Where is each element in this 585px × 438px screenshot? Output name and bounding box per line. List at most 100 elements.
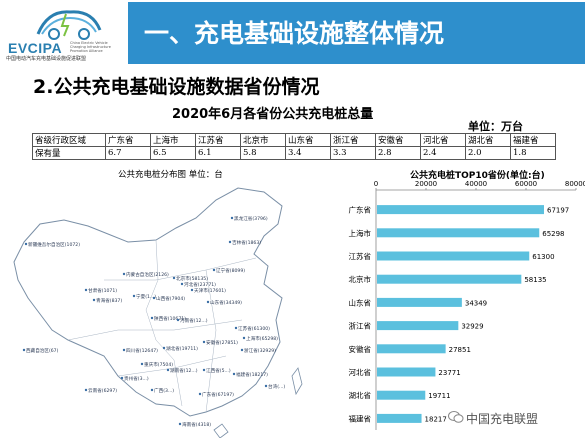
- map-marker: [190, 288, 194, 292]
- bar: [377, 413, 422, 423]
- table-unit: 单位：万台: [468, 120, 523, 133]
- y-tick-label: 广东省: [349, 205, 372, 215]
- table-header-label: 省级行政区域: [32, 133, 106, 147]
- data-label: 67197: [547, 207, 569, 215]
- watermark-text: 中国充电联盟: [466, 412, 539, 426]
- map-marker: [122, 272, 126, 276]
- y-tick-label: 北京市: [349, 274, 372, 284]
- table-cell: 2.0: [465, 146, 511, 160]
- evcipa-logo-icon: [36, 10, 102, 40]
- map-marker: [240, 348, 244, 352]
- x-tick-label: 40000: [465, 180, 487, 188]
- data-label: 19711: [428, 392, 450, 400]
- map-marker: [122, 348, 126, 352]
- bar: [377, 344, 446, 354]
- logo-subtitle: 中国电动汽车充电基础设施促进联盟: [6, 56, 87, 62]
- table-cell: 5.8: [240, 146, 286, 160]
- x-tick-label: 20000: [415, 180, 437, 188]
- map-label: 黑龙江省(3796): [234, 215, 268, 222]
- map-marker: [242, 336, 246, 340]
- map-marker: [24, 242, 28, 246]
- table-title: 2020年6月各省份公共充电桩总量: [172, 107, 374, 122]
- china-map: 黑龙江省(3796) 吉林省(1863) 内蒙古自治区(2126) 辽宁省(8099)…: [13, 187, 303, 438]
- map-labels: 黑龙江省(3796) 吉林省(1863) 内蒙古自治区(2126) 辽宁省(8099)…: [22, 215, 285, 428]
- table-header-row: 省级行政区域 广东省 上海市 江苏省 北京市 山东省 浙江省 安徽省 河北省 湖…: [32, 133, 556, 147]
- data-label: 18217: [425, 415, 447, 423]
- map-title: 公共充电桩分布图 单位：台: [118, 170, 223, 180]
- map-marker: [264, 384, 268, 388]
- map-label: 吉林省(1863): [232, 239, 261, 246]
- map-label: 青海省(837): [96, 297, 122, 304]
- title-bar: [128, 2, 585, 64]
- map-label: 天津市(17601): [194, 287, 226, 294]
- table-cell: 2.8: [375, 146, 421, 160]
- y-tick-label: 山东省: [349, 297, 372, 307]
- map-label: 甘肃省(1071): [88, 287, 117, 294]
- map-marker: [230, 216, 234, 220]
- map-marker: [84, 388, 88, 392]
- data-label: 58135: [524, 276, 546, 284]
- data-label: 34349: [465, 299, 487, 307]
- table-cell: 北京市: [240, 133, 286, 147]
- x-tick-label: 0: [374, 180, 378, 188]
- map-marker: [176, 318, 180, 322]
- bar: [377, 321, 459, 331]
- map-marker: [120, 376, 124, 380]
- bar: [377, 274, 522, 284]
- map-label: 内蒙古自治区(2126): [126, 271, 169, 278]
- table-cell: 1.8: [510, 146, 556, 160]
- x-tick-label: 60000: [515, 180, 537, 188]
- map-label: 贵州省(3...): [124, 375, 149, 382]
- map-marker: [132, 294, 136, 298]
- map-marker: [198, 392, 202, 396]
- table-cell: 上海市: [150, 133, 196, 147]
- header: EVCIPA China Electric Vehicle Charging I…: [0, 0, 585, 64]
- y-tick-label: 河北省: [349, 367, 372, 377]
- table-cell: 广东省: [105, 133, 151, 147]
- data-label: 32929: [461, 323, 483, 331]
- map-label: 辽宁省(8099): [216, 267, 245, 274]
- wechat-icon: [448, 411, 464, 423]
- map-marker: [228, 240, 232, 244]
- page-title: 一、充电基础设施整体情况: [144, 19, 445, 48]
- china-outline: [13, 187, 283, 417]
- map-marker: [140, 362, 144, 366]
- map-marker: [180, 282, 184, 286]
- top10-bar-chart: 0 20000 40000 60000 80000 广东省 67197 上海市 65298 江苏省…: [349, 180, 585, 430]
- table-cell: 山东省: [285, 133, 331, 147]
- logo-text: EVCIPA: [8, 40, 63, 56]
- data-label: 23771: [438, 369, 460, 377]
- table-cell: 河北省: [420, 133, 466, 147]
- province-table: 省级行政区域 广东省 上海市 江苏省 北京市 山东省 浙江省 安徽省 河北省 湖…: [32, 133, 556, 160]
- map-label: 湖南省(12...): [170, 367, 198, 374]
- map-marker: [232, 372, 236, 376]
- map-marker: [178, 422, 182, 426]
- table-cell: 6.1: [195, 146, 241, 160]
- map-marker: [202, 368, 206, 372]
- map-label: 湖北省(19711): [166, 345, 198, 352]
- map-label: 江西省(5...): [206, 367, 231, 374]
- map-label: 广西(3...): [154, 387, 174, 394]
- bar: [377, 251, 530, 261]
- map-label: 北京市(58135): [176, 275, 208, 282]
- bar: [377, 367, 436, 377]
- map-label: 云南省(6297): [88, 387, 117, 394]
- map-label: 宁夏(1...): [136, 293, 156, 300]
- map-marker: [212, 268, 216, 272]
- y-tick-label: 福建省: [349, 413, 372, 423]
- map-label: 广东省(67197): [202, 391, 234, 398]
- chart-title: 公共充电桩TOP10省份(单位:台): [410, 171, 545, 181]
- map-label: 四川省(12647): [126, 347, 158, 354]
- y-tick-label: 江苏省: [349, 251, 372, 261]
- y-tick-label: 浙江省: [349, 321, 372, 331]
- table-cell: 3.4: [285, 146, 331, 160]
- map-marker: [150, 316, 154, 320]
- map-label: 台湾(...): [268, 383, 285, 390]
- map-marker: [152, 296, 156, 300]
- map-marker: [84, 288, 88, 292]
- table-cell: 6.7: [105, 146, 151, 160]
- data-label: 61300: [532, 253, 554, 261]
- table-cell: 浙江省: [330, 133, 376, 147]
- bar: [377, 390, 426, 400]
- map-marker: [150, 388, 154, 392]
